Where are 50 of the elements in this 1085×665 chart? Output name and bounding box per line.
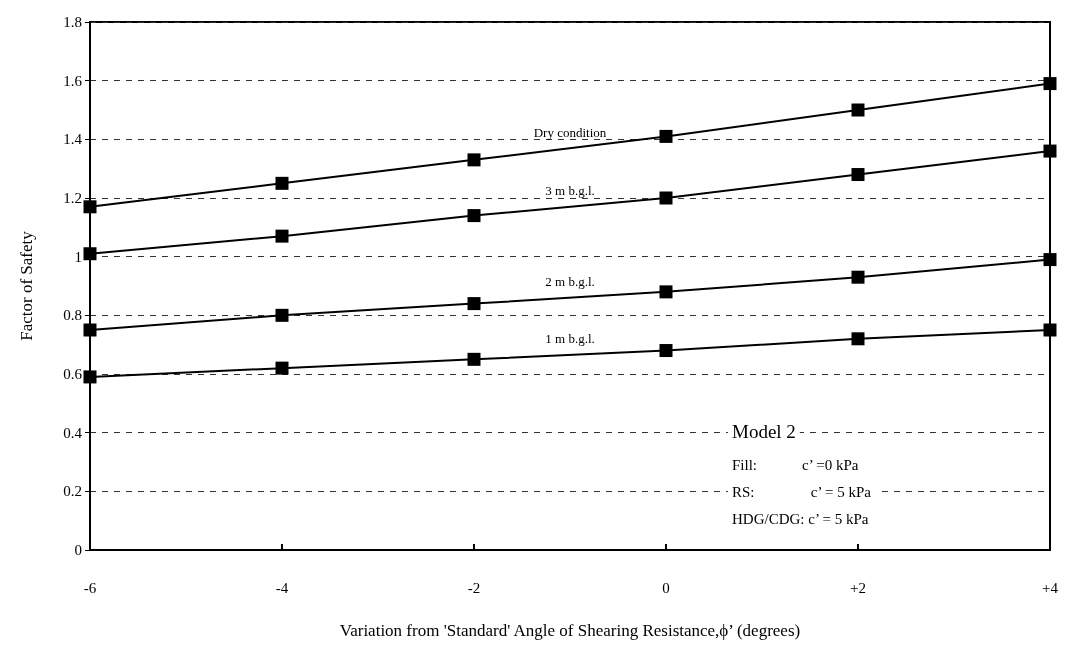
point [659, 129, 673, 143]
point [851, 103, 865, 117]
annotation: HDG/CDG: c’ = 5 kPa [732, 510, 869, 527]
point [1043, 77, 1057, 91]
point [659, 344, 673, 358]
point [659, 285, 673, 299]
point [83, 323, 97, 337]
x-tick-label: 0 [662, 579, 670, 596]
point [467, 352, 481, 366]
point [467, 153, 481, 167]
point [1043, 144, 1057, 158]
point [659, 191, 673, 205]
point [467, 297, 481, 311]
annotation: Fill: c’ =0 kPa [732, 456, 859, 473]
y-tick-label: 1.8 [63, 14, 82, 30]
point [83, 247, 97, 261]
point [83, 200, 97, 214]
y-tick-label: 1.4 [63, 131, 83, 148]
point [275, 176, 289, 190]
y-tick-label: 0.4 [63, 424, 83, 441]
point [275, 229, 289, 243]
y-tick-label: 0.6 [63, 366, 83, 382]
y-tick-label: 0.2 [63, 483, 82, 500]
point [275, 361, 289, 375]
series-label: 3 m b.g.l. [545, 183, 595, 199]
point [467, 209, 481, 223]
y-tick-label: 0 [74, 542, 82, 558]
y-axis-title: Factor of Safety [17, 230, 36, 341]
point [1043, 253, 1057, 267]
x-tick-label: -2 [467, 579, 481, 596]
series-label: Dry condition [533, 124, 607, 140]
x-tick-label: +4 [1042, 579, 1059, 596]
x-tick-label: +2 [850, 579, 866, 596]
y-tick-label: 1 [74, 248, 82, 265]
y-tick-label: 1.2 [63, 190, 82, 206]
point [851, 332, 865, 346]
point [851, 270, 865, 284]
series-label: 2 m b.g.l. [545, 274, 595, 290]
x-tick-label: -4 [275, 579, 289, 596]
annotation: RS: c’ = 5 kPa [732, 483, 872, 500]
series-label: 1 m b.g.l. [545, 331, 595, 347]
point [83, 370, 97, 384]
point [851, 168, 865, 182]
y-tick-label: 1.6 [63, 72, 83, 89]
x-axis-title: Variation from 'Standard' Angle of Shearing Resistance,ϕ’ (degrees) [339, 621, 801, 640]
point [1043, 323, 1057, 337]
annotation: Model 2 [732, 421, 796, 442]
point [275, 308, 289, 322]
y-tick-label: 0.8 [63, 307, 82, 324]
x-tick-label: -6 [83, 579, 97, 596]
